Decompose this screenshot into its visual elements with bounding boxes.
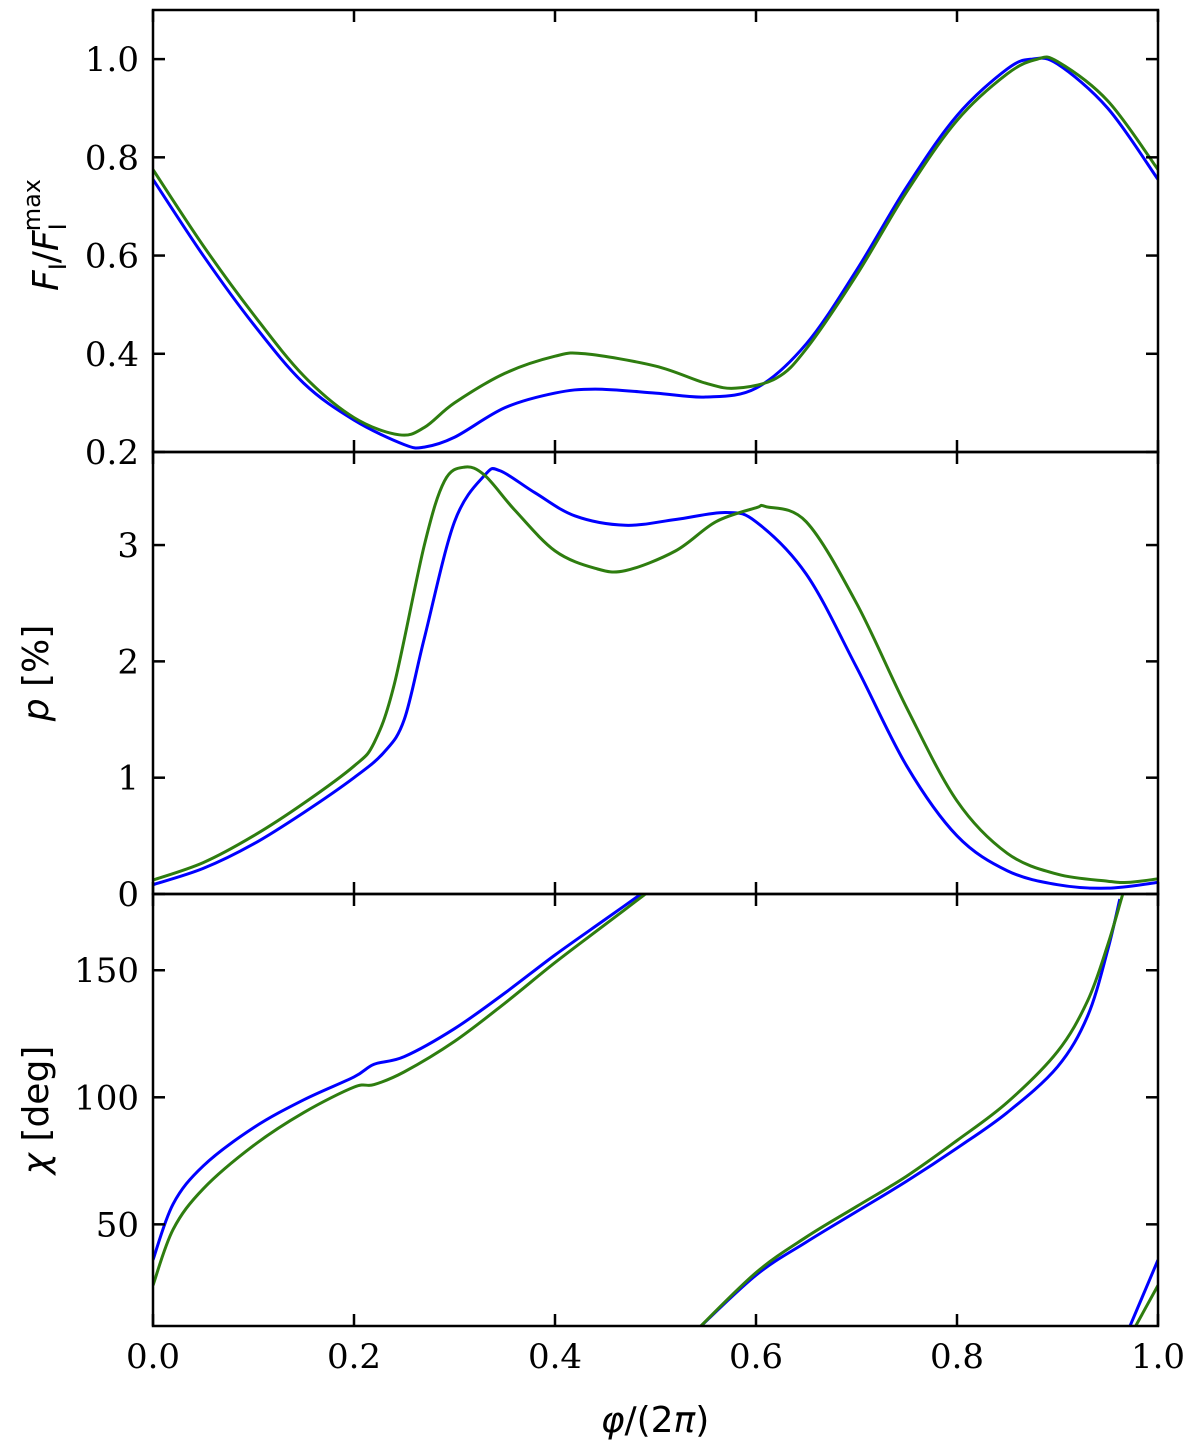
panel-polarization-angle: 50 100 150 0.0 0.2 0.4 0.6 0.8 1.0 <box>74 892 1185 1377</box>
series-line-blue-segment-2 <box>698 898 1122 1326</box>
y-tick-label: 0.2 <box>85 433 139 473</box>
panel-intensity: 0.2 0.4 0.6 0.8 1.0 <box>85 8 1160 473</box>
y-axis-label-top: FI/FImax <box>18 179 72 291</box>
panel-frame <box>151 8 1160 454</box>
y-tick-label: 100 <box>74 1078 139 1118</box>
y-tick-label: 150 <box>74 951 139 991</box>
x-tick-label: 0.2 <box>327 1337 381 1377</box>
x-tick-label: 0.4 <box>528 1337 582 1377</box>
y-tick-label: 1.0 <box>85 40 139 80</box>
y-tick-label: 50 <box>96 1205 139 1245</box>
series-line-blue <box>153 467 1158 890</box>
series-line-green <box>153 465 1158 885</box>
y-tick-label: 0.4 <box>85 335 139 375</box>
y-tick-label: 0.8 <box>85 138 139 178</box>
series-line-green-segment-2 <box>698 894 1125 1326</box>
y-tick-label: 1 <box>117 759 139 799</box>
y-axis-label-bottom: χ [deg] <box>16 1046 57 1177</box>
series-line-green-segment-3 <box>1133 1284 1158 1326</box>
x-tick-label: 1.0 <box>1131 1337 1185 1377</box>
panel-polarization-degree: 0 1 2 3 <box>117 450 1160 915</box>
y-tick-label: 2 <box>117 642 139 682</box>
y-tick-label: 3 <box>117 526 139 566</box>
y-tick-label: 0 <box>117 875 139 915</box>
series-line-green <box>153 55 1158 437</box>
x-tick-label: 0.8 <box>930 1337 984 1377</box>
panel-frame <box>151 450 1160 896</box>
panel-frame <box>151 892 1160 1328</box>
y-axis-label-middle: p [%] <box>16 625 57 723</box>
x-axis-label: φ/(2π) <box>601 1400 710 1441</box>
y-tick-label: 0.6 <box>85 237 139 277</box>
series-line-blue-segment-3 <box>1128 1259 1158 1326</box>
x-tick-label: 0.6 <box>729 1337 783 1377</box>
x-tick-label: 0.0 <box>126 1337 180 1377</box>
series-line-blue-segment-1 <box>153 894 644 1261</box>
series-line-blue <box>153 56 1158 450</box>
series-line-green-segment-1 <box>153 894 648 1286</box>
